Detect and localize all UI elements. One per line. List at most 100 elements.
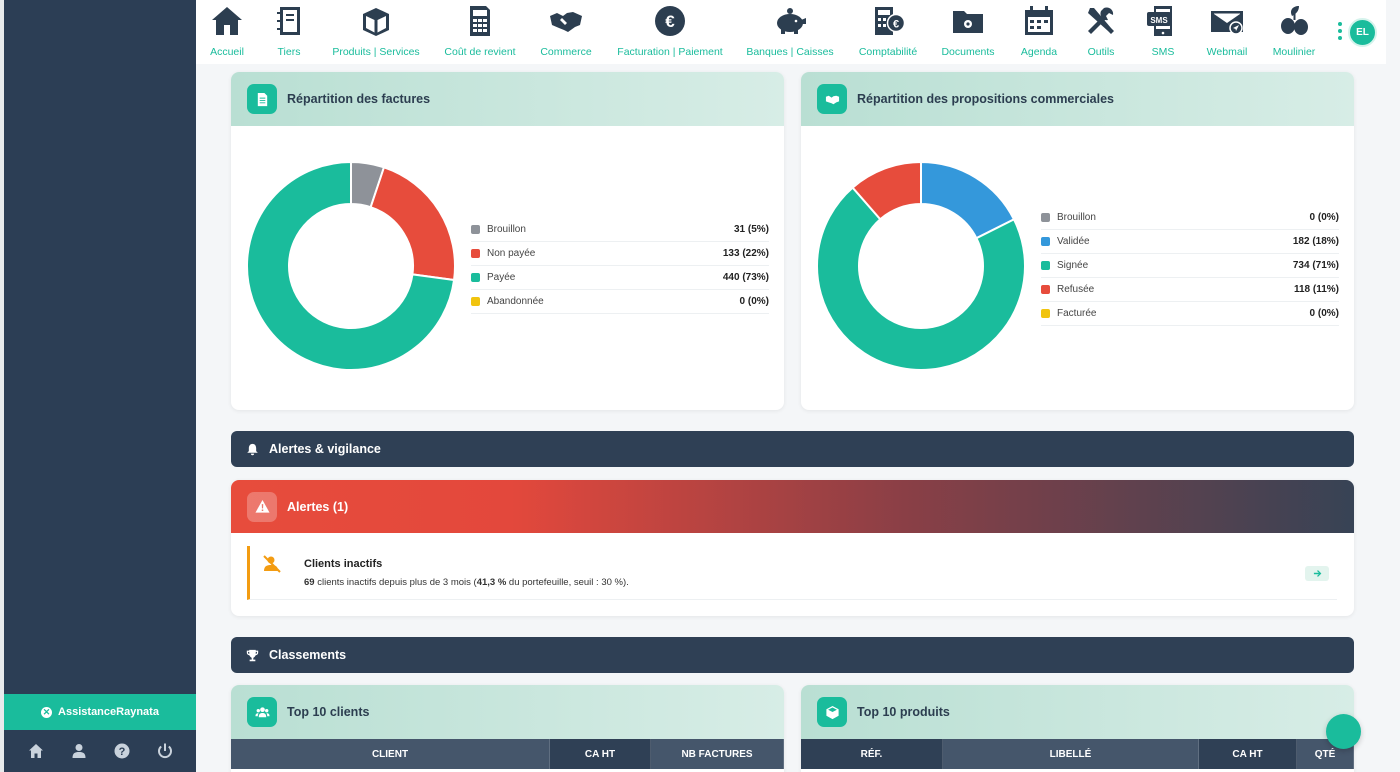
top-clients-card: Top 10 clients CLIENT CA HT NB FACTURES: [231, 685, 784, 772]
nav-item-8[interactable]: Documents: [918, 4, 1018, 58]
legend-name: Validée: [1057, 236, 1090, 247]
home-icon[interactable]: [28, 743, 44, 759]
sidebar-footer: ?: [4, 730, 196, 772]
users-icon: [247, 697, 277, 727]
nav-item-13[interactable]: Moulinier: [1244, 4, 1344, 58]
alerts-section-title: Alertes & vigilance: [269, 442, 381, 456]
legend-value: 31 (5%): [733, 224, 769, 235]
nav-item-11[interactable]: SMS SMS: [1113, 4, 1213, 58]
trophy-icon: [246, 649, 259, 661]
close-icon: ✕: [41, 706, 53, 718]
nav-item-2[interactable]: Produits | Services: [326, 4, 426, 58]
alerts-section-header: Alertes & vigilance: [231, 431, 1354, 467]
legend-value: 118 (11%): [1293, 284, 1339, 295]
legend-swatch: [471, 273, 480, 282]
accounting-icon: €: [875, 7, 905, 35]
alerts-card-title: Alertes (1): [287, 499, 349, 514]
column-header-ca-ht[interactable]: CA HT: [1199, 739, 1297, 769]
legend-name: Signée: [1057, 260, 1089, 271]
nav-item-10[interactable]: Outils: [1051, 4, 1151, 58]
legend-row[interactable]: Brouillon 0 (0%): [1041, 206, 1339, 230]
power-icon[interactable]: [157, 743, 173, 759]
legend-row[interactable]: Refusée 118 (11%): [1041, 278, 1339, 302]
nav-item-4[interactable]: Commerce: [516, 4, 616, 58]
assistance-button[interactable]: ✕ AssistanceRaynata: [4, 694, 196, 730]
column-header-client[interactable]: CLIENT: [231, 739, 550, 769]
user-icon[interactable]: [71, 743, 87, 759]
nav-item-5[interactable]: € Facturation | Paiement: [617, 4, 723, 58]
top-products-header: Top 10 produits: [801, 685, 1354, 739]
top-clients-table-header: CLIENT CA HT NB FACTURES: [231, 739, 784, 769]
legend-name: Refusée: [1057, 284, 1095, 295]
rankings-section-header: Classements: [231, 637, 1354, 673]
warning-icon: [247, 491, 277, 522]
legend-value: 0 (0%): [1309, 308, 1339, 319]
invoices-slice-2[interactable]: [247, 162, 455, 370]
top-products-card: Top 10 produits RÉF. LIBELLÉ CA HT QTÉ: [801, 685, 1354, 772]
legend-row[interactable]: Abandonnée 0 (0%): [471, 290, 769, 314]
legend-row[interactable]: Non payée 133 (22%): [471, 242, 769, 266]
column-header-libelle[interactable]: LIBELLÉ: [943, 739, 1199, 769]
svg-text:€: €: [893, 19, 899, 31]
legend-value: 0 (0%): [1309, 212, 1339, 223]
column-header-ref[interactable]: RÉF.: [801, 739, 943, 769]
alert-open-button[interactable]: [1305, 566, 1329, 581]
alert-desc-mid: clients inactifs depuis plus de 3 mois (: [314, 577, 477, 588]
legend-name: Facturée: [1057, 308, 1097, 319]
proposals-slice-3[interactable]: [851, 162, 922, 221]
nav-item-9[interactable]: Agenda: [989, 4, 1089, 58]
top-products-table-header: RÉF. LIBELLÉ CA HT QTÉ: [801, 739, 1354, 769]
legend-row[interactable]: Payée 440 (73%): [471, 266, 769, 290]
legend-swatch: [1041, 309, 1050, 318]
legend-swatch: [1041, 261, 1050, 270]
user-avatar[interactable]: EL: [1348, 18, 1377, 47]
alerts-card-header: Alertes (1): [231, 480, 1354, 533]
legend-value: 0 (0%): [739, 296, 769, 307]
legend-swatch: [1041, 213, 1050, 222]
olive-icon: [1281, 6, 1308, 35]
cube-icon: [817, 697, 847, 727]
invoices-card-header: Répartition des factures: [231, 72, 784, 126]
top-clients-title: Top 10 clients: [287, 705, 370, 719]
legend-row[interactable]: Signée 734 (71%): [1041, 254, 1339, 278]
nav-item-12[interactable]: Webmail: [1177, 4, 1277, 58]
handshake-icon: [817, 84, 847, 114]
legend-name: Brouillon: [487, 224, 526, 235]
legend-name: Payée: [487, 272, 516, 283]
svg-text:SMS: SMS: [1150, 16, 1168, 25]
nav-item-3[interactable]: Coût de revient: [430, 4, 530, 58]
more-menu-icon[interactable]: [1338, 22, 1342, 40]
legend-row[interactable]: Brouillon 31 (5%): [471, 218, 769, 242]
legend-name: Non payée: [487, 248, 536, 259]
column-header-ca-ht[interactable]: CA HT: [550, 739, 651, 769]
help-icon[interactable]: ?: [114, 743, 130, 759]
address-book-icon: [277, 7, 300, 35]
column-header-nb-factures[interactable]: NB FACTURES: [651, 739, 784, 769]
invoices-card: Répartition des factures Brouillon 31 (5%…: [231, 72, 784, 410]
nav-label: Agenda: [1020, 46, 1058, 58]
nav-label: Comptabilité: [858, 46, 918, 58]
document-icon: [247, 84, 277, 114]
top-clients-header: Top 10 clients: [231, 685, 784, 739]
legend-row[interactable]: Validée 182 (18%): [1041, 230, 1339, 254]
invoices-slice-1[interactable]: [369, 166, 455, 282]
legend-swatch: [1041, 237, 1050, 246]
nav-item-6[interactable]: Banques | Caisses: [740, 4, 840, 58]
alert-percent: 41,3 %: [476, 577, 507, 588]
user-slash-icon: [263, 555, 281, 573]
floating-action-button[interactable]: [1326, 714, 1361, 749]
folder-icon: [953, 11, 983, 33]
nav-label: Moulinier: [1272, 46, 1316, 58]
legend-row[interactable]: Facturée 0 (0%): [1041, 302, 1339, 326]
nav-label: Banques | Caisses: [746, 46, 834, 58]
legend-name: Abandonnée: [487, 296, 544, 307]
legend-swatch: [471, 225, 480, 234]
nav-item-1[interactable]: Tiers: [239, 4, 339, 58]
nav-item-0[interactable]: Accueil: [177, 4, 277, 58]
invoices-card-title: Répartition des factures: [287, 92, 431, 106]
alert-title: Clients inactifs: [304, 558, 383, 570]
legend-swatch: [471, 297, 480, 306]
nav-item-7[interactable]: € Comptabilité: [838, 4, 938, 58]
proposals-slice-2[interactable]: [817, 186, 1025, 370]
proposals-card: Répartition des propositions commerciale…: [801, 72, 1354, 410]
